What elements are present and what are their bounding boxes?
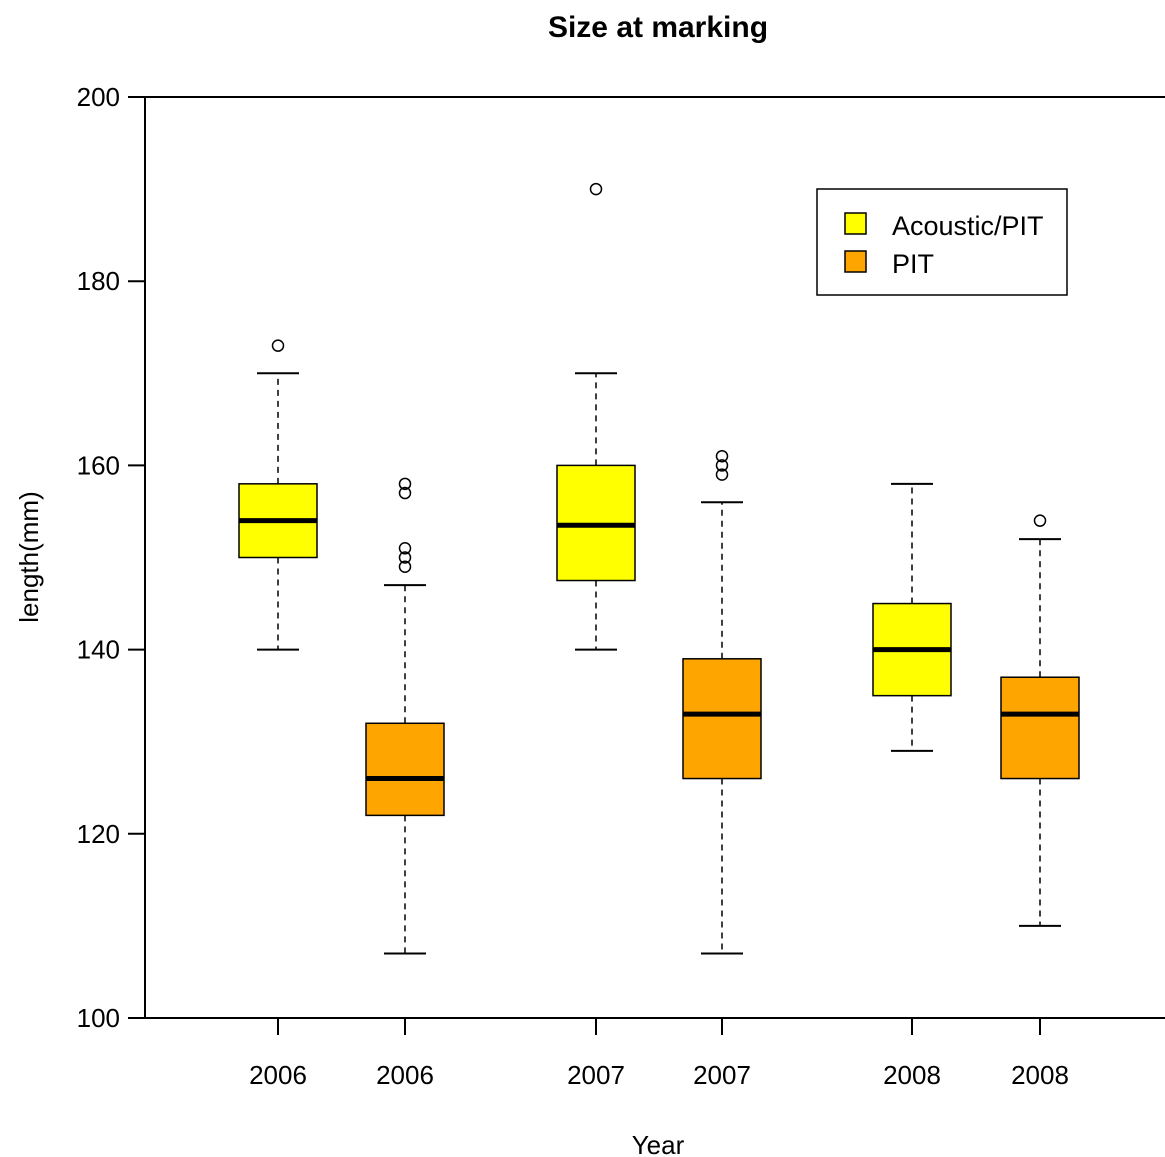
box-iqr <box>365 722 445 817</box>
y-tick-label: 120 <box>77 819 120 849</box>
legend-frame <box>816 188 1068 296</box>
box-iqr <box>1000 676 1080 780</box>
outlier-point <box>1033 514 1047 527</box>
box-2008-acoustic-pit <box>872 482 952 752</box>
box-2006-acoustic-pit <box>238 339 318 651</box>
x-tick-label: 2008 <box>883 1060 941 1090</box>
y-axis: 100 120 140 160 180 200 <box>77 82 145 1033</box>
y-tick-label: 180 <box>77 266 120 296</box>
boxplot-series <box>238 182 1080 955</box>
box-2006-pit <box>365 477 445 955</box>
x-tick-label: 2007 <box>693 1060 751 1090</box>
outlier-point <box>271 339 285 352</box>
x-axis: 2006 2006 2007 2007 2008 2008 <box>249 1018 1069 1090</box>
legend-swatch-pit <box>844 250 867 273</box>
outlier-point <box>398 551 412 564</box>
box-2007-acoustic-pit <box>556 182 636 651</box>
box-2007-pit <box>682 449 762 955</box>
y-tick-label: 100 <box>77 1003 120 1033</box>
outlier-point <box>715 449 729 463</box>
outlier-point <box>398 560 412 573</box>
plot-frame <box>144 96 1165 1019</box>
x-tick-label: 2008 <box>1011 1060 1069 1090</box>
outlier-point <box>715 459 729 472</box>
x-tick-label: 2007 <box>567 1060 625 1090</box>
y-tick-label: 200 <box>77 82 120 112</box>
y-axis-label: length(mm) <box>14 491 44 622</box>
outlier-point <box>715 468 729 481</box>
y-tick-label: 140 <box>77 635 120 665</box>
outlier-point <box>398 477 412 491</box>
x-tick-label: 2006 <box>376 1060 434 1090</box>
legend: Acoustic/PIT PIT <box>816 188 1068 296</box>
outlier-point <box>398 542 412 555</box>
y-tick-label: 160 <box>77 450 120 480</box>
box-2008-pit <box>1000 514 1080 927</box>
legend-label-acoustic-pit: Acoustic/PIT <box>892 211 1044 241</box>
outlier-point <box>589 182 603 196</box>
x-axis-label: Year <box>632 1130 685 1157</box>
box-iqr <box>682 658 762 780</box>
legend-swatch-acoustic-pit <box>844 212 867 235</box>
x-tick-label: 2006 <box>249 1060 307 1090</box>
chart-title: Size at marking <box>548 11 768 44</box>
outlier-point <box>398 486 412 500</box>
legend-label-pit: PIT <box>892 249 934 279</box>
